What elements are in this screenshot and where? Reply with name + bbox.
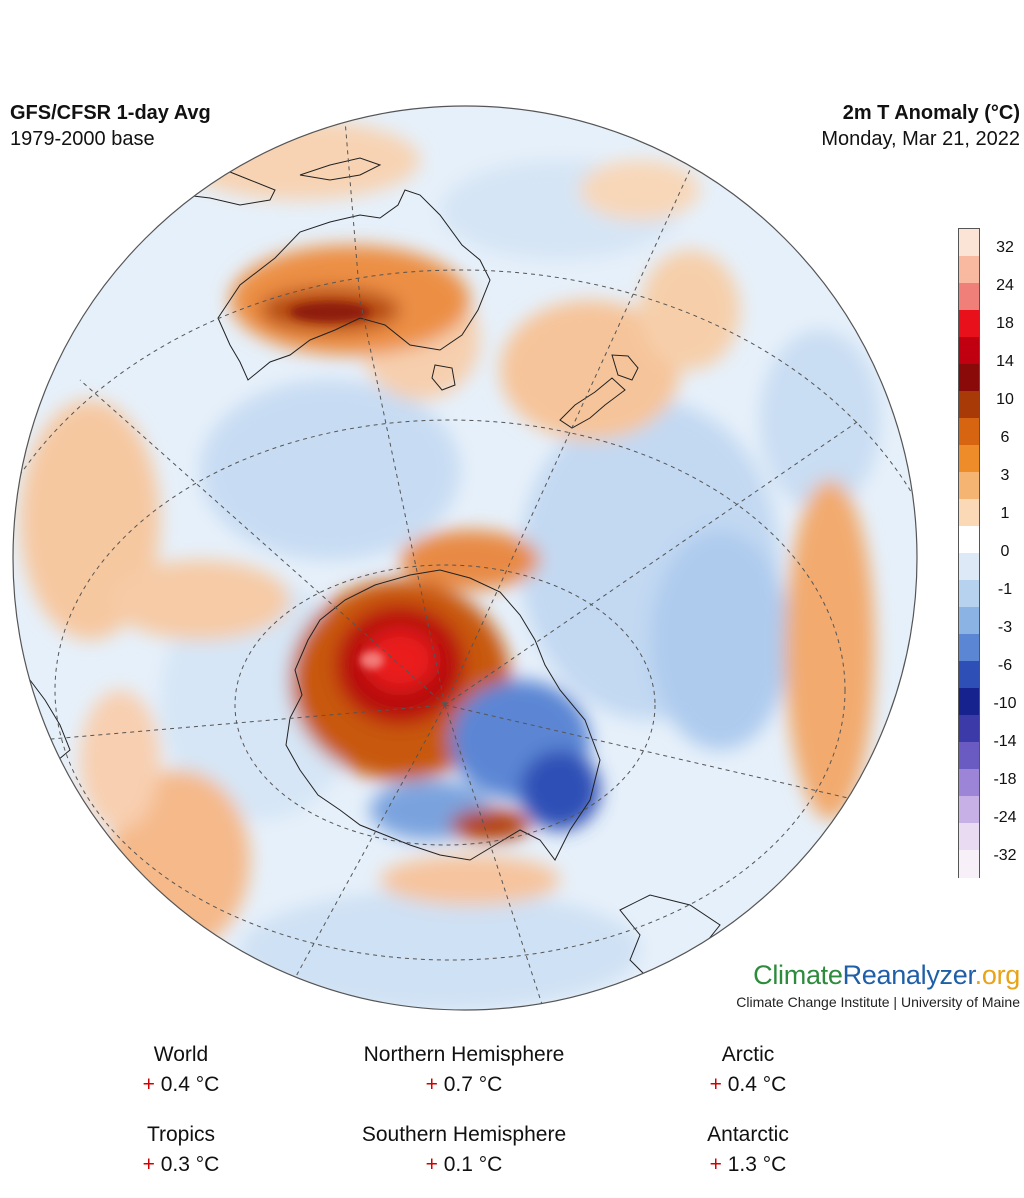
legend-swatch [959,742,979,770]
logo-part-org: .org [974,960,1021,990]
stat-value: 0.4 °C [727,1073,787,1096]
stat-sign: + [142,1153,155,1176]
stat-region: Southern Hemisphere [361,1123,567,1146]
stat-value-row: + 0.1 °C [334,1150,594,1180]
legend-swatch [959,796,979,824]
stat-value: 0.3 °C [160,1153,220,1176]
legend-tick-label: 3 [1000,467,1010,484]
stat-antarctic: Antarctic + 1.3 °C [618,1120,878,1180]
legend-swatch [959,256,979,284]
stat-northern-hemisphere: Northern Hemisphere + 0.7 °C [334,1040,594,1100]
legend-tick-label: -1 [997,581,1013,598]
legend-swatch [959,499,979,527]
stat-tropics: Tropics + 0.3 °C [51,1120,311,1180]
stat-arctic: Arctic + 0.4 °C [618,1040,878,1100]
stat-southern-hemisphere: Southern Hemisphere + 0.1 °C [334,1120,594,1180]
stat-world: World + 0.4 °C [51,1040,311,1100]
stat-value-row: + 1.3 °C [618,1150,878,1180]
baseline-period: 1979-2000 base [10,128,155,150]
legend-swatch [959,337,979,365]
stat-value: 0.1 °C [443,1153,503,1176]
legend-swatch [959,472,979,500]
stat-region: Northern Hemisphere [363,1043,565,1066]
legend-swatch [959,283,979,311]
stat-value-row: + 0.3 °C [51,1150,311,1180]
brand-logo: ClimateReanalyzer.org [736,958,1020,992]
logo-part-climate: Climate [753,960,843,990]
stat-value: 1.3 °C [727,1153,787,1176]
logo-part-reanalyzer: Reanalyzer [842,960,975,990]
model-title: GFS/CFSR 1-day Avg [10,102,211,124]
legend-tick-label: 14 [996,353,1014,370]
map-date: Monday, Mar 21, 2022 [821,128,1020,150]
legend-swatch [959,364,979,392]
legend-tick-label: -10 [993,695,1017,712]
legend-tick-label: 18 [996,315,1014,332]
legend-swatch [959,580,979,608]
map-header-left: GFS/CFSR 1-day Avg 1979-2000 base [10,100,211,152]
stat-sign: + [142,1073,155,1096]
legend-tick-label: -3 [997,619,1013,636]
legend-tick-label: 1 [1000,505,1010,522]
legend-swatch [959,553,979,581]
legend-swatch [959,634,979,662]
legend-tick-label: -24 [993,809,1017,826]
legend-swatch [959,661,979,689]
stat-region: Tropics [146,1123,216,1146]
stat-sign: + [709,1073,722,1096]
stat-value: 0.4 °C [160,1073,220,1096]
legend-swatch [959,310,979,338]
legend-swatch [959,418,979,446]
stat-value-row: + 0.4 °C [51,1070,311,1100]
legend-swatch [959,688,979,716]
brand-block: ClimateReanalyzer.org Climate Change Ins… [736,958,1020,1012]
anomaly-field [20,120,880,1010]
legend-swatch [959,850,979,878]
stat-value: 0.7 °C [443,1073,503,1096]
stat-region: World [153,1043,209,1066]
globe-outline [12,105,918,1011]
stat-value-row: + 0.7 °C [334,1070,594,1100]
legend-tick-label: -14 [993,733,1017,750]
legend-swatch [959,229,979,257]
legend-swatch [959,715,979,743]
legend-swatch [959,607,979,635]
legend-swatch [959,823,979,851]
legend-tick-label: 10 [996,391,1014,408]
legend-tick-label: 24 [996,277,1014,294]
stat-sign: + [425,1153,438,1176]
legend-tick-label: -6 [997,657,1013,674]
stat-sign: + [709,1153,722,1176]
legend-swatch [959,391,979,419]
stat-region: Antarctic [707,1123,789,1146]
legend-swatch [959,769,979,797]
legend-tick-label: 32 [996,239,1014,256]
variable-title: 2m T Anomaly (°C) [842,102,1020,124]
stat-sign: + [425,1073,438,1096]
legend-tick-label: -32 [993,847,1017,864]
legend-tick-label: 0 [1000,543,1010,560]
stat-value-row: + 0.4 °C [618,1070,878,1100]
stat-region: Arctic [721,1043,775,1066]
brand-tagline: Climate Change Institute | University of… [736,994,1020,1010]
map-header-right: 2m T Anomaly (°C) Monday, Mar 21, 2022 [821,100,1020,152]
legend-swatch [959,445,979,473]
legend-tick-label: 6 [1000,429,1010,446]
legend-swatch [959,526,979,554]
legend-tick-label: -18 [993,771,1017,788]
color-legend [958,228,980,878]
